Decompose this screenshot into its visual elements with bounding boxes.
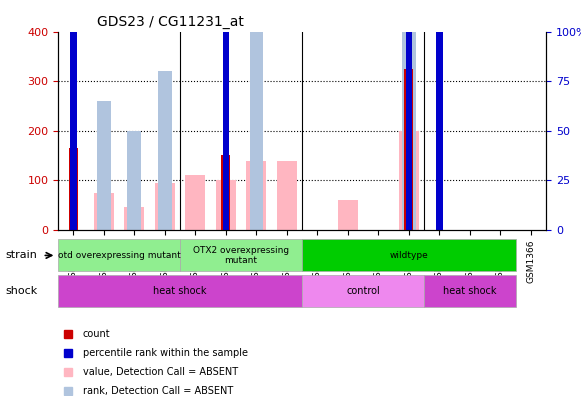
Bar — [216, 180, 236, 230]
Bar — [223, 0, 229, 230]
FancyBboxPatch shape — [180, 239, 302, 272]
Bar — [221, 155, 231, 230]
Text: OTX2 overexpressing
mutant: OTX2 overexpressing mutant — [193, 246, 289, 265]
Text: percentile rank within the sample: percentile rank within the sample — [83, 348, 248, 358]
FancyBboxPatch shape — [302, 239, 516, 272]
FancyBboxPatch shape — [424, 275, 516, 307]
Text: control: control — [346, 286, 380, 296]
Bar — [338, 200, 358, 230]
Bar — [185, 175, 206, 230]
Bar — [277, 162, 297, 230]
Text: heat shock: heat shock — [443, 286, 497, 296]
Bar — [97, 101, 111, 230]
Text: otd overexpressing mutant: otd overexpressing mutant — [58, 251, 181, 260]
Bar — [94, 192, 114, 230]
Bar — [246, 162, 267, 230]
Text: heat shock: heat shock — [153, 286, 207, 296]
Bar — [69, 148, 78, 230]
Bar — [406, 0, 412, 230]
Text: count: count — [83, 329, 110, 339]
FancyBboxPatch shape — [302, 275, 424, 307]
Text: value, Detection Call = ABSENT: value, Detection Call = ABSENT — [83, 367, 238, 377]
Bar — [127, 131, 141, 230]
Text: GDS23 / CG11231_at: GDS23 / CG11231_at — [97, 15, 244, 29]
FancyBboxPatch shape — [58, 239, 180, 272]
Bar — [399, 131, 419, 230]
Bar — [158, 71, 172, 230]
FancyBboxPatch shape — [58, 275, 302, 307]
Bar — [155, 183, 175, 230]
Text: wildtype: wildtype — [389, 251, 428, 260]
Bar — [249, 32, 263, 230]
Bar — [70, 0, 77, 230]
Text: rank, Detection Call = ABSENT: rank, Detection Call = ABSENT — [83, 386, 233, 396]
Bar — [404, 69, 414, 230]
Bar — [402, 0, 416, 230]
Bar — [436, 32, 443, 230]
Bar — [124, 208, 145, 230]
Text: strain: strain — [6, 250, 38, 261]
Text: shock: shock — [6, 286, 38, 296]
